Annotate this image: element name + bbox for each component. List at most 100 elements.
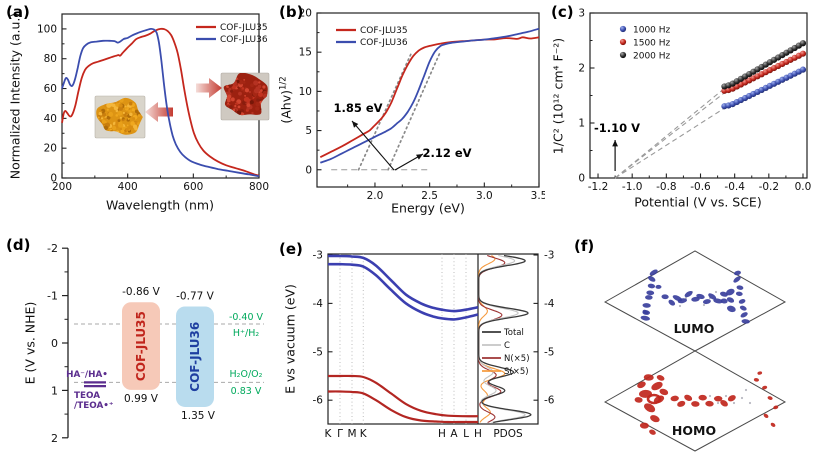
- panel-e-tag: (e): [279, 240, 303, 258]
- homo-orbital: [634, 371, 779, 435]
- orbital-lobe: [649, 269, 658, 276]
- tauc-frame: [316, 12, 540, 188]
- panel-c-y-axis-title: 1/C² (10¹² cm⁴ F⁻²): [550, 37, 566, 155]
- pdos-legend-label: C: [504, 341, 510, 351]
- x-tick-label: 400: [118, 181, 138, 193]
- orbital-lobe: [753, 378, 759, 382]
- annotation-arrow: [351, 120, 395, 171]
- orbital-lobe-ring: [646, 393, 662, 405]
- series-1000 Hz: [721, 66, 807, 110]
- orbital-lobe: [691, 296, 700, 302]
- x-tick-label: 2.0: [367, 190, 384, 202]
- pdos-Total: [478, 254, 532, 424]
- x-tick-label: 600: [183, 181, 203, 193]
- orbital-lobe: [767, 396, 773, 400]
- molecule-skeleton-dot: [724, 394, 728, 398]
- orbital-lobe: [738, 299, 746, 304]
- series-COF-JLU35: [61, 27, 260, 177]
- x-tick-label: 2.5: [421, 190, 438, 202]
- orbital-lobe: [661, 294, 669, 300]
- orbital-lobe: [696, 293, 705, 300]
- orbital-lobe: [757, 371, 763, 375]
- panel-f-tag: (f): [574, 237, 595, 255]
- k-point-label: H: [474, 428, 482, 440]
- orbital-lobe: [735, 291, 743, 297]
- y-tick-label: -1: [47, 290, 58, 303]
- orbital-lobe: [645, 295, 653, 300]
- x-tick-label: 3.5: [531, 190, 545, 202]
- molecule-skeleton-dot: [732, 401, 736, 405]
- orbital-lobe: [740, 312, 748, 318]
- series-COF-JLU36: [319, 27, 540, 164]
- y-tick-label: 100: [37, 23, 57, 35]
- orbital-lobe: [773, 405, 779, 410]
- molecule-skeleton-dot: [748, 401, 752, 405]
- orbital-plots: LUMO HOMO: [603, 250, 787, 452]
- uvvis-spectra-chart: 200 400 600 800 0 20 40 60 80 100 COF-JLU35 COF-JLU…: [37, 13, 270, 193]
- y-tick-label: 1: [578, 118, 585, 130]
- orbital-lobe: [646, 290, 655, 296]
- orbital-lobe: [713, 298, 723, 304]
- pdos-C: [478, 254, 526, 424]
- panel-d-tag: (d): [6, 236, 31, 254]
- y-tick-label: 2: [578, 63, 585, 75]
- orbital-lobe: [691, 401, 700, 407]
- legend-label: COF-JLU35: [220, 23, 268, 33]
- orbital-lobe: [713, 395, 723, 402]
- orbital-lobe: [705, 400, 714, 407]
- her-potential-label: -0.40 V: [229, 312, 264, 323]
- orbital-lobe: [702, 299, 711, 305]
- panel-e: -3 -3 -4 -4 -5 -5 -6 -6 K Γ M K H A L H PDOS Total C N(×5) S…: [270, 228, 560, 456]
- orbital-lobe: [770, 422, 776, 427]
- orbital-lobe: [726, 305, 736, 313]
- pdos-N(×5): [478, 254, 506, 423]
- cb-value-label: -0.77 V: [176, 291, 215, 303]
- orbital-lobe: [670, 395, 679, 402]
- y-tick-label: 0: [305, 164, 312, 176]
- flat-band-annotation: -1.10 V: [593, 121, 641, 135]
- orbital-lobe: [727, 395, 736, 402]
- panel-c-tag: (c): [551, 3, 574, 21]
- lumo-label: LUMO: [674, 321, 715, 336]
- molecule-skeleton-dot: [708, 394, 712, 398]
- y-tick-label-right: -4: [544, 298, 555, 310]
- band-structure-pdos-chart: -3 -3-4 -4-5 -5-6 -6K Γ M K H A L H PDOSTotalCN(×5)S…: [313, 250, 555, 441]
- orbital-lobe: [719, 291, 728, 297]
- panel-a-y-axis-title: Normalized Intensity (a.u.): [7, 12, 23, 180]
- orbital-lobe: [736, 285, 744, 290]
- orbital-lobe: [642, 303, 651, 308]
- k-point-label: A: [450, 428, 458, 440]
- x-tick-label: -0.6: [690, 181, 711, 193]
- molecule-skeleton-dot: [678, 304, 682, 308]
- extrapolation-line-2000 Hz: [614, 85, 729, 179]
- orbital-lobe: [639, 422, 649, 429]
- ha-couple-label: HA⁻/HA•: [66, 370, 108, 380]
- arrow-left-icon: [145, 102, 173, 122]
- orbital-lobe: [720, 399, 728, 407]
- panel-e-y-axis-title: E vs vacuum (eV): [282, 284, 298, 394]
- y-tick-label: 80: [44, 53, 57, 65]
- orbital-lobe: [763, 413, 769, 418]
- x-tick-label: 3.0: [476, 190, 493, 202]
- y-tick-label-left: -4: [313, 298, 324, 310]
- orbital-lobe: [634, 397, 643, 403]
- k-point-label: Γ: [337, 428, 343, 440]
- y-tick-label: 2: [51, 432, 58, 445]
- ms-frame: [589, 12, 808, 179]
- oer-potential-label: 0.83 V: [231, 386, 262, 397]
- k-point-label: K: [325, 428, 333, 440]
- y-tick-label-right: -5: [544, 346, 554, 358]
- panel-b-x-axis-title: Energy (eV): [391, 200, 465, 216]
- legend-label: 1500 Hz: [633, 39, 671, 49]
- y-tick-label-left: -6: [313, 395, 324, 407]
- bandgap-annotation-2: 2.12 eV: [422, 146, 472, 160]
- orbital-lobe: [644, 403, 656, 413]
- k-point-label: H: [438, 428, 446, 440]
- panel-c: -1.2 -1.0 -0.8 -0.6 -0.4 -0.2 0.0 0 1 2 3 1000 Hz 15…: [545, 0, 817, 228]
- panel-b: 2.0 2.5 3.0 3.5 0 5 10 15 20 COF-JLU35 COF-JLU36 (…: [272, 0, 545, 228]
- band-curves: [328, 254, 478, 424]
- y-tick-label: -2: [47, 242, 58, 255]
- tangent-line-1: [357, 52, 412, 171]
- orbital-lobe: [725, 288, 735, 296]
